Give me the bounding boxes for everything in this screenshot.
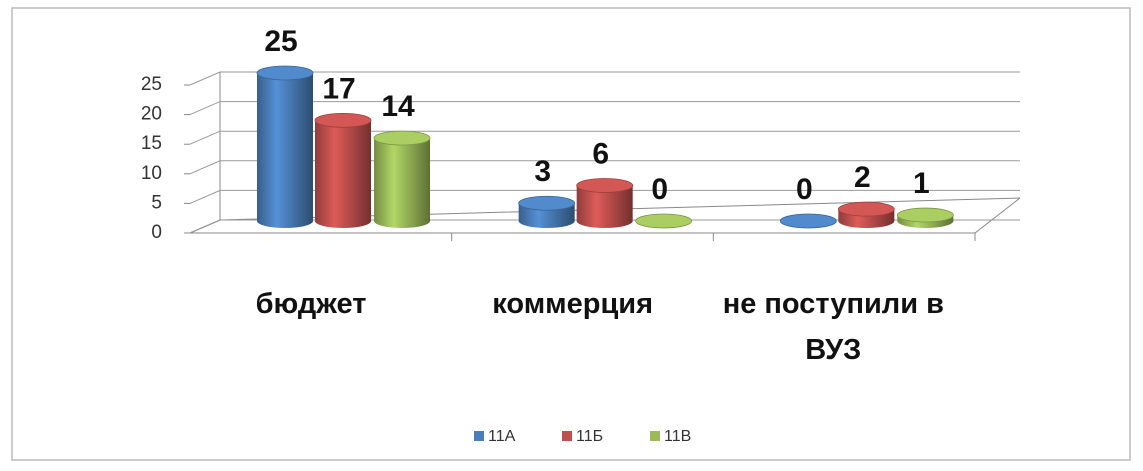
- legend-swatch: [474, 431, 484, 441]
- value-label: 1: [913, 167, 930, 200]
- bar-top: [256, 65, 314, 81]
- bar: [779, 213, 837, 229]
- y-tick-label: 10: [141, 163, 162, 184]
- grid-line: [189, 71, 1020, 86]
- value-label: 6: [592, 137, 609, 170]
- y-tick-label: 20: [141, 104, 162, 125]
- bar: [256, 65, 314, 228]
- value-label: 3: [534, 155, 551, 188]
- y-tick-label: 5: [151, 192, 162, 213]
- x-tick-label: бюджет: [255, 288, 367, 320]
- grid-line: [189, 101, 1020, 116]
- bar: [518, 195, 576, 229]
- legend-label: 11В: [664, 428, 691, 445]
- bar-body: [315, 120, 371, 228]
- bar-top: [635, 213, 693, 229]
- x-tick-label: не поступили в ВУЗ: [722, 288, 944, 366]
- bar: [837, 201, 895, 229]
- bar: [314, 112, 372, 228]
- legend-label: 11Б: [576, 428, 603, 445]
- value-label: 0: [796, 173, 813, 206]
- bar-body: [374, 138, 430, 228]
- bar-body: [576, 185, 633, 229]
- bar: [373, 130, 431, 228]
- grid-line: [189, 130, 1020, 145]
- bar-top: [896, 207, 954, 223]
- x-tick-label: коммерция: [492, 288, 654, 320]
- bar-top: [373, 130, 431, 146]
- bar-top: [576, 178, 634, 193]
- grid-line: [189, 160, 1020, 175]
- y-tick-label: 25: [141, 74, 162, 95]
- grid-line: [189, 189, 1020, 204]
- y-tick-label: 0: [151, 222, 162, 243]
- grid-line: [189, 219, 1020, 234]
- bar-top: [314, 112, 372, 128]
- bar-top: [518, 195, 576, 211]
- bar-body: [257, 73, 313, 228]
- value-label: 25: [264, 25, 297, 58]
- y-tick-label: 15: [141, 133, 162, 154]
- bar-top: [779, 213, 837, 229]
- value-label: 0: [651, 173, 668, 206]
- value-label: 17: [322, 72, 355, 105]
- bar: [896, 207, 954, 229]
- bar-top: [837, 201, 895, 217]
- value-label: 14: [381, 90, 415, 123]
- bar: [635, 213, 693, 229]
- chart-frame: [11, 7, 1131, 461]
- value-label: 2: [854, 161, 871, 194]
- legend-swatch: [650, 431, 660, 441]
- bar: [576, 178, 634, 229]
- legend-swatch: [562, 431, 572, 441]
- legend-label: 11А: [488, 428, 516, 445]
